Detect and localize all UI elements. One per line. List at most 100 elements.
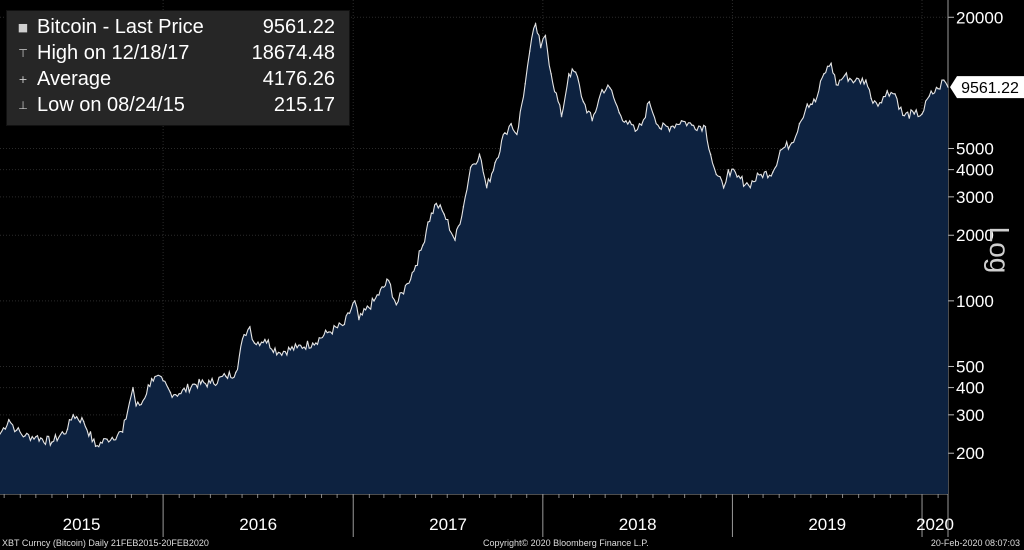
last-price-box [950,76,1024,99]
data-point [870,97,872,100]
data-point [854,80,856,82]
data-point [15,429,18,432]
price-series-line [0,21,949,448]
legend-label: Bitcoin - Last Price [37,16,204,38]
square-marker-icon: ■ [17,21,29,34]
price-area-fill [0,23,948,495]
data-point [193,383,196,385]
data-point [24,435,26,437]
data-point [591,119,593,122]
data-point [94,445,97,448]
data-point [8,418,10,421]
data-point [82,420,85,423]
data-point [524,83,526,85]
legend-value: 9561.22 [262,16,335,38]
data-point [560,115,563,118]
data-point [798,122,801,125]
legend-row-high: ⊤ High on 12/18/17 18674.48 [7,42,349,64]
data-point [373,300,375,302]
high-marker-icon: ⊤ [18,47,28,60]
data-point [806,103,809,105]
data-point [264,338,266,341]
data-point [296,346,298,349]
data-point [937,87,939,90]
legend-value: 4176.26 [262,68,335,90]
data-point [225,375,227,378]
data-point [568,73,570,75]
data-point [132,386,134,389]
data-point [715,173,718,176]
low-marker-icon: ⊥ [18,99,28,112]
data-point [150,377,153,380]
data-point [601,88,603,91]
y-scale-label: Log [984,227,1015,274]
footer-bar [0,537,1024,550]
last-price-label: 9561.22 [961,80,1019,97]
data-point [947,86,949,88]
data-point [727,168,730,171]
data-point [722,187,725,189]
data-point [772,171,774,173]
data-point [427,221,429,223]
x-year-label: 2020 [916,515,954,534]
data-point [544,34,547,37]
legend-value: 18674.48 [251,42,335,64]
legend-label: Average [37,68,112,90]
data-point [235,371,237,374]
data-point [35,435,37,438]
data-point [135,405,137,407]
footer-timestamp: 20-Feb-2020 08:07:03 [930,538,1020,548]
data-point [913,113,916,115]
legend-label: Low on 08/24/15 [37,94,185,116]
y-tick-label: 200 [956,444,984,463]
data-point [670,125,672,128]
data-point [454,239,456,241]
data-point [469,166,472,169]
x-year-label: 2018 [619,515,657,534]
y-tick-label: 2000 [956,226,994,245]
legend-label: High on 12/18/17 [37,42,190,64]
y-tick-label: 5000 [956,139,994,158]
data-point [494,161,496,164]
data-point [121,431,124,433]
data-point [106,438,108,440]
data-point [485,187,488,189]
y-tick-label: 400 [956,379,984,398]
data-point [625,119,627,122]
data-point [443,213,445,215]
data-point [478,153,481,156]
data-point [529,50,531,52]
data-point [178,392,181,395]
data-point [534,22,537,25]
y-tick-label: 500 [956,357,984,376]
data-point [747,184,750,186]
data-point [886,89,889,92]
data-point [140,403,143,406]
data-point [823,73,825,75]
data-point [435,202,438,205]
data-point [843,74,846,77]
data-point [51,441,53,443]
data-point [736,176,738,178]
last-price-callout: 9561.22 [950,76,1024,99]
legend-row-low: ⊥ Low on 08/24/15 215.17 [7,94,349,116]
data-point [709,153,712,156]
y-tick-label: 4000 [956,161,994,180]
data-point [928,95,931,97]
data-point [779,149,782,152]
data-point [395,303,398,306]
data-point [680,119,683,122]
data-point [462,206,465,208]
data-point [880,102,883,104]
data-point [243,333,245,336]
legend-row-last-price: ■ Bitcoin - Last Price 9561.22 [7,16,349,38]
average-marker-icon: + [18,73,28,86]
data-point [902,114,904,117]
y-tick-label: 300 [956,406,984,425]
data-point [634,130,637,133]
x-year-label: 2015 [63,515,101,534]
data-point [510,122,512,125]
legend-value: 215.17 [273,94,335,116]
y-tick-label: 1000 [956,292,994,311]
